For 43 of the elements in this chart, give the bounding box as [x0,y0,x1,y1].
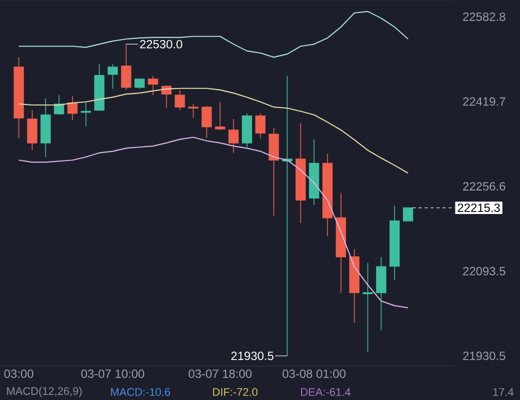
candlestick [148,76,158,96]
x-tick-label: 03-08 01:00 [282,370,346,378]
candlestick [188,104,198,118]
candlestick [174,90,185,111]
candlestick [80,102,91,127]
candlestick [296,122,306,224]
text: MACD:-10.6 [111,388,170,396]
candlestick [228,118,239,154]
y-tick-label: 22093.5 [463,266,506,276]
candlestick [94,64,104,111]
candlestick [336,192,346,294]
candlestick [308,138,320,206]
candlestick [134,78,145,90]
ref-line-label: 22215.3 [458,204,500,212]
y-tick-label: 21930.5 [463,352,506,360]
text: DEA:-61.4 [301,388,350,396]
candlestick [215,101,226,130]
candlestick [40,98,51,158]
candlestick [268,127,279,216]
text: DIF:-72.0 [213,388,258,396]
candlestick [108,64,118,90]
text: MACD(12,26,9) [7,386,82,398]
candlestick [242,112,252,148]
candlestick [202,106,212,139]
y-tick-label: 22419.7 [463,97,506,106]
annotation: 22530.0 [140,40,182,48]
text: 17.4 [493,388,514,396]
candlestick [255,112,266,139]
annotation: 21930.5 [231,352,274,360]
x-tick-label: 03-07 10:00 [81,370,144,378]
candlestick [67,96,78,120]
y-tick-label: 22582.8 [463,12,506,21]
candlestick [27,110,38,151]
x-tick-label: 03-07 18:00 [188,370,252,378]
x-tick-label: 03:00 [4,370,34,378]
candlestick [14,56,24,139]
candlestick [121,44,132,90]
y-tick-label: 22256.6 [463,182,506,191]
candlestick [376,256,386,331]
candlestick [402,207,414,222]
candlestick [390,205,400,280]
candlestick [349,248,360,324]
candlestick [322,153,333,236]
